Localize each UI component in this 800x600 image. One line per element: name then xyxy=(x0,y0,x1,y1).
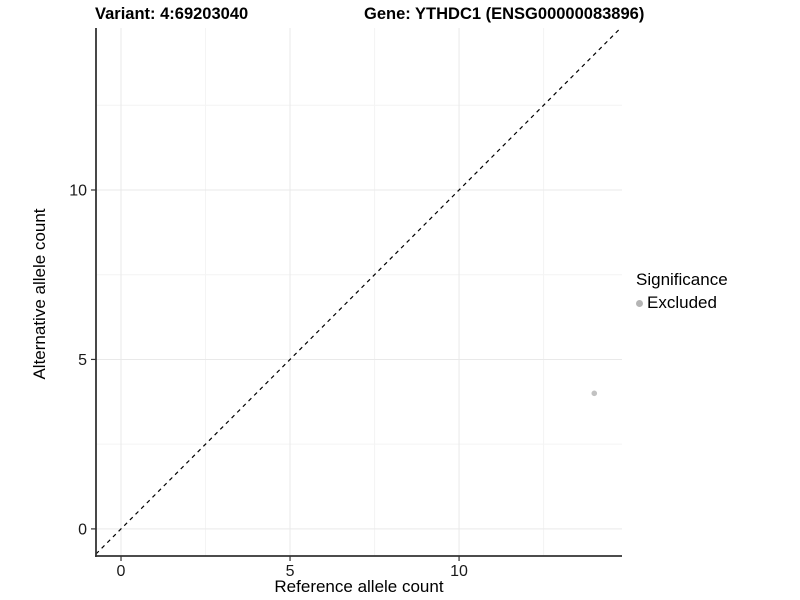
x-tick-label: 10 xyxy=(450,563,468,580)
legend-item: Excluded xyxy=(636,293,728,313)
y-axis-title: Alternative allele count xyxy=(30,208,49,380)
legend-point-icon xyxy=(636,299,643,307)
x-axis-title: Reference allele count xyxy=(274,577,444,596)
legend-item-label: Excluded xyxy=(647,293,717,312)
data-point xyxy=(591,390,598,397)
legend: Significance Excluded xyxy=(636,270,728,313)
x-tick-label: 5 xyxy=(286,563,295,580)
legend-title: Significance xyxy=(636,270,728,289)
plot-title-gene: Gene: YTHDC1 (ENSG00000083896) xyxy=(364,5,645,23)
plot-title-variant: Variant: 4:69203040 xyxy=(95,5,249,23)
y-tick-label: 10 xyxy=(69,182,87,199)
x-tick-label: 0 xyxy=(117,563,126,580)
y-tick-label: 0 xyxy=(78,521,87,538)
identity-line xyxy=(95,27,622,555)
y-tick-label: 5 xyxy=(78,352,87,369)
